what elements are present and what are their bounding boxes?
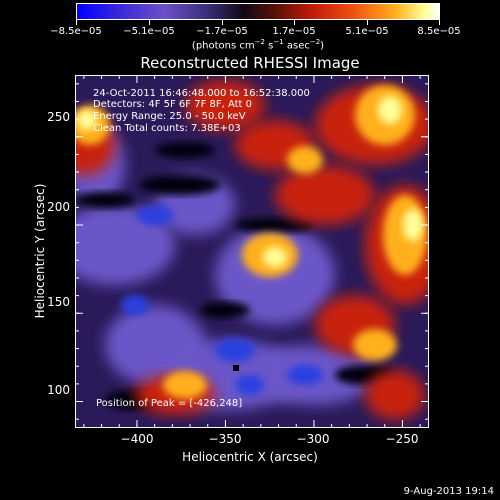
units-exponent: −1 xyxy=(273,38,284,46)
units-text: asec xyxy=(283,40,310,52)
info-line: Energy Range: 25.0 - 50.0 keV xyxy=(93,111,246,122)
heatmap-blob xyxy=(163,371,207,399)
chart-title: Reconstructed RHESSI Image xyxy=(140,54,360,72)
y-tick-label: 100 xyxy=(47,383,70,397)
colorbar-tick-label: −5.1e−05 xyxy=(123,26,175,37)
colorbar-tick xyxy=(439,20,440,25)
heatmap-plot xyxy=(75,75,429,428)
heatmap-blob xyxy=(200,302,250,318)
heatmap-blob xyxy=(137,205,173,225)
colorbar-tick xyxy=(222,20,223,25)
heatmap-blob xyxy=(263,247,287,267)
colorbar-tick-label: 1.7e−05 xyxy=(272,26,316,37)
heatmap-blob xyxy=(287,365,323,385)
info-line: 24-Oct-2011 16:46:48.000 to 16:52:38.000 xyxy=(93,88,310,99)
x-axis-label: Heliocentric X (arcsec) xyxy=(182,450,318,464)
plot-frame xyxy=(75,75,429,428)
x-tick-label: −350 xyxy=(208,432,242,446)
y-tick-label: 150 xyxy=(47,295,70,309)
heatmap-blob xyxy=(155,142,215,158)
axis-ticks xyxy=(75,75,429,428)
colorbar-tick-label: 5.1e−05 xyxy=(345,26,389,37)
heatmap-blob xyxy=(215,338,255,362)
heatmap-blob xyxy=(121,295,149,315)
heatmap-blob xyxy=(365,370,425,420)
heatmap-blob xyxy=(75,192,135,208)
colorbar xyxy=(76,3,440,20)
units-text: ) xyxy=(320,40,325,52)
colorbar-tick xyxy=(149,20,150,25)
footer-date: 9-Aug-2013 19:14 xyxy=(403,486,494,497)
y-axis-label: Heliocentric Y (arcsec) xyxy=(33,183,47,319)
colorbar-tick-label: 8.5e−05 xyxy=(417,26,461,37)
colorbar-tick-label: −1.7e−05 xyxy=(196,26,248,37)
heatmap-hot-regions xyxy=(75,80,429,420)
heatmap-blob xyxy=(403,209,423,241)
colorbar-tick xyxy=(294,20,295,25)
heatmap-blob xyxy=(287,146,323,174)
heatmap-blob xyxy=(185,80,265,130)
heatmap-blob xyxy=(140,175,220,195)
x-tick-label: −300 xyxy=(296,432,330,446)
units-exponent: −2 xyxy=(309,38,321,46)
colorbar-tick xyxy=(367,20,368,25)
heatmap-blob xyxy=(275,165,375,225)
heatmap-blob xyxy=(378,96,402,124)
colorbar-tick-label: −8.5e−05 xyxy=(50,26,102,37)
colorbar-units: (photons cm−2 s−1 asec−2) xyxy=(192,38,324,51)
peak-marker xyxy=(233,364,240,371)
y-tick-label: 250 xyxy=(47,110,70,124)
units-text: s xyxy=(264,40,274,52)
info-line: Detectors: 4F 5F 6F 7F 8F, Att 0 xyxy=(93,99,253,110)
y-tick-label: 200 xyxy=(47,200,70,214)
heatmap-blob xyxy=(236,375,264,395)
x-tick-label: −400 xyxy=(120,432,154,446)
peak-position-text: Position of Peak = [-426,248] xyxy=(96,398,243,409)
units-exponent: −2 xyxy=(254,38,265,46)
heatmap-blob xyxy=(105,305,205,385)
colorbar-tick xyxy=(76,20,77,25)
heatmap-blob xyxy=(353,329,397,361)
units-text: (photons cm xyxy=(191,40,255,52)
x-tick-label: −250 xyxy=(385,432,419,446)
heatmap-blob xyxy=(75,205,175,285)
heatmap-blob xyxy=(77,110,97,130)
heatmap-blob xyxy=(235,217,315,233)
info-line: Clean Total counts: 7.38E+03 xyxy=(93,123,241,134)
